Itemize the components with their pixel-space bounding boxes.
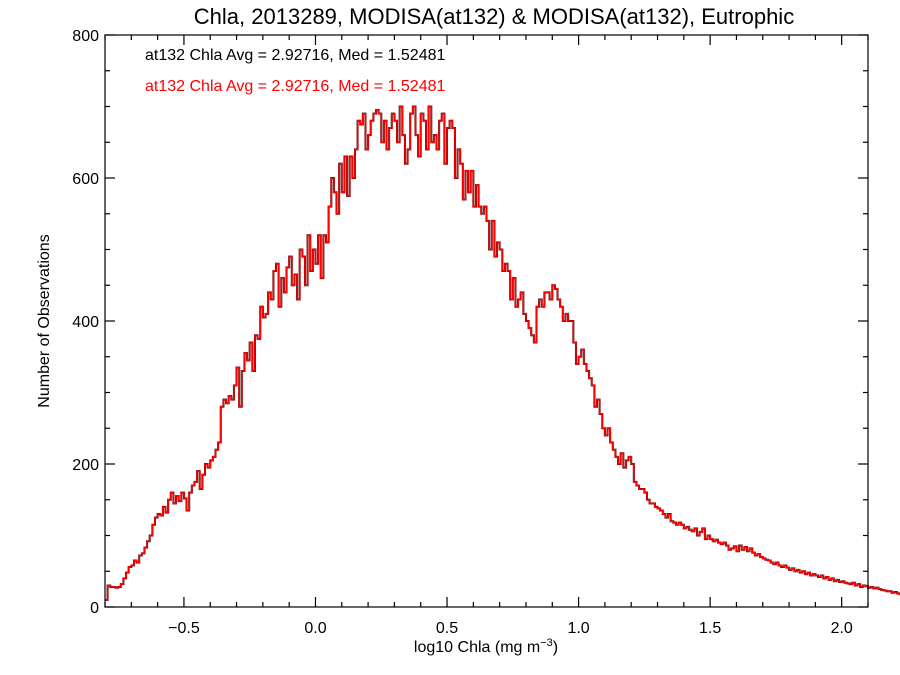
legend: at132 Chla Avg = 2.92716, Med = 1.52481 …: [145, 47, 445, 95]
x-tick-label: 1.5: [699, 620, 721, 637]
x-tick-label: 2.0: [831, 620, 853, 637]
x-axis-label-superscript: −3: [540, 637, 553, 649]
x-tick-label: 0.0: [304, 620, 326, 637]
legend-entry-black: at132 Chla Avg = 2.92716, Med = 1.52481: [145, 47, 445, 64]
y-tick-label: 400: [72, 314, 99, 331]
series-layer: [105, 105, 900, 601]
y-tick-label: 200: [72, 457, 99, 474]
x-tick-label: 0.5: [436, 620, 458, 637]
x-tick-label: −0.5: [168, 620, 200, 637]
x-axis-ticks: −0.5 0.0 0.5 1.0 1.5 2.0: [104, 35, 869, 637]
y-tick-label: 0: [90, 600, 99, 617]
x-axis-label-main: log10 Chla (mg m: [414, 639, 540, 656]
y-axis-ticks: 0 200 400 600 800: [72, 28, 868, 617]
plot-frame: [104, 34, 869, 608]
y-tick-label: 800: [72, 28, 99, 45]
histogram-series-red: [105, 105, 900, 601]
y-tick-label: 600: [72, 171, 99, 188]
chart-title: Chla, 2013289, MODISA(at132) & MODISA(at…: [194, 4, 794, 29]
x-tick-label: 1.0: [567, 620, 589, 637]
legend-entry-red: at132 Chla Avg = 2.92716, Med = 1.52481: [145, 78, 445, 95]
plot-area: −0.5 0.0 0.5 1.0 1.5 2.0 0 200 400 600 800: [72, 28, 900, 637]
y-axis-label: Number of Observations: [36, 234, 53, 407]
histogram-series-black: [105, 105, 900, 601]
x-axis-label-close: ): [553, 639, 558, 656]
x-axis-label: log10 Chla (mg m−3): [414, 637, 558, 656]
